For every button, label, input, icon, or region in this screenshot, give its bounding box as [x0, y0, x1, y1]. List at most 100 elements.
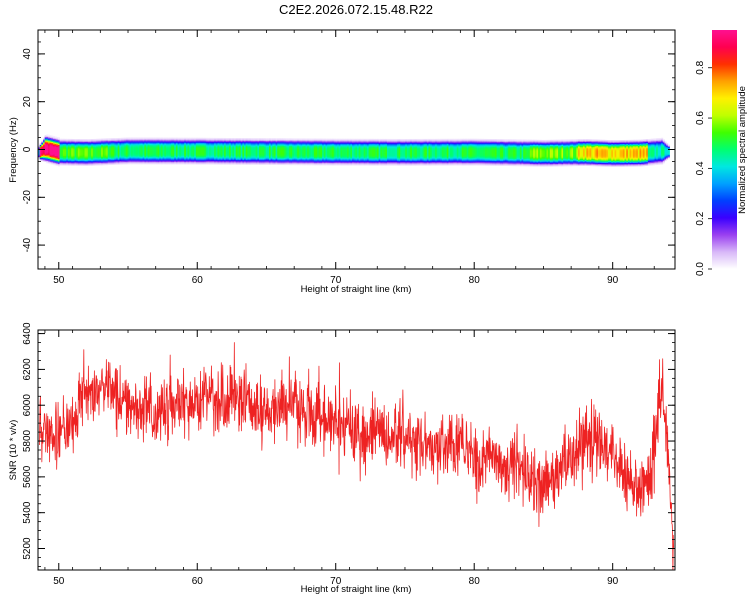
- heatmap-cell: [322, 139, 325, 142]
- heatmap-cell: [292, 158, 295, 161]
- heatmap-cell: [232, 152, 235, 154]
- heatmap-cell: [194, 143, 197, 146]
- heatmap-cell: [54, 149, 57, 152]
- heatmap-cell: [62, 160, 65, 162]
- heatmap-cell: [44, 152, 47, 154]
- heatmap-cell: [72, 148, 75, 151]
- heatmap-cell: [372, 141, 375, 143]
- heatmap-cell: [358, 142, 361, 144]
- heatmap-cell: [328, 143, 331, 146]
- heatmap-cell: [77, 147, 80, 150]
- heatmap-cell: [187, 148, 190, 151]
- heatmap-cell: [79, 155, 82, 158]
- heatmap-cell: [84, 160, 87, 163]
- heatmap-cell: [215, 143, 218, 146]
- heatmap-cell: [388, 155, 391, 158]
- heatmap-cell: [164, 154, 167, 156]
- heatmap-cell: [310, 156, 313, 159]
- heatmap-cell: [391, 138, 395, 141]
- heatmap-cell: [252, 139, 255, 141]
- heatmap-cell: [267, 151, 270, 154]
- heatmap-cell: [240, 157, 243, 159]
- heatmap-cell: [259, 156, 262, 158]
- heatmap-cell: [44, 141, 47, 143]
- heatmap-cell: [212, 152, 215, 154]
- heatmap-cell: [129, 155, 132, 158]
- heatmap-cell: [408, 162, 411, 165]
- heatmap-cell: [225, 163, 228, 165]
- heatmap-cell: [257, 153, 260, 156]
- heatmap-cell: [159, 162, 162, 165]
- heatmap-cell: [106, 145, 109, 148]
- heatmap-cell: [119, 141, 122, 144]
- heatmap-cell: [214, 140, 217, 142]
- heatmap-cell: [398, 148, 401, 151]
- heatmap-cell: [69, 162, 72, 165]
- heatmap-cell: [56, 136, 59, 139]
- heatmap-cell: [194, 140, 197, 142]
- heatmap-cell: [244, 139, 247, 141]
- heatmap-cell: [144, 137, 147, 140]
- heatmap-cell: [54, 163, 57, 166]
- heatmap-cell: [254, 163, 257, 165]
- heatmap-cell: [169, 138, 172, 141]
- heatmap-cell: [127, 139, 130, 142]
- heatmap-cell: [109, 158, 112, 161]
- heatmap-cell: [285, 150, 288, 152]
- heatmap-cell: [182, 162, 185, 165]
- heatmap-cell: [272, 159, 275, 162]
- heatmap-cell: [338, 138, 341, 141]
- heatmap-cell: [264, 147, 267, 150]
- heatmap-cell: [310, 140, 313, 143]
- heatmap-cell: [342, 138, 345, 141]
- heatmap-cell: [393, 152, 396, 154]
- heatmap-cell: [302, 150, 305, 153]
- heatmap-cell: [365, 151, 368, 154]
- heatmap-cell: [383, 148, 386, 151]
- heatmap-cell: [348, 148, 351, 150]
- heatmap-cell: [348, 150, 351, 153]
- heatmap-cell: [194, 149, 197, 152]
- heatmap-cell: [242, 158, 245, 161]
- heatmap-cell: [227, 157, 230, 159]
- heatmap-cell: [355, 142, 358, 144]
- heatmap-cell: [179, 149, 182, 152]
- heatmap-cell: [64, 148, 67, 150]
- heatmap-cell: [207, 153, 210, 155]
- heatmap-cell: [57, 162, 60, 165]
- heatmap-cell: [406, 140, 409, 142]
- heatmap-cell: [282, 163, 285, 166]
- heatmap-cell: [285, 162, 288, 164]
- heatmap-cell: [84, 145, 87, 147]
- heatmap-cell: [234, 148, 237, 151]
- heatmap-cell: [350, 145, 353, 148]
- heatmap-cell: [169, 150, 172, 153]
- heatmap-cell: [212, 141, 215, 144]
- heatmap-cell: [174, 153, 177, 155]
- heatmap-cell: [99, 160, 102, 162]
- heatmap-cell: [340, 151, 343, 154]
- heatmap-cell: [222, 141, 225, 144]
- heatmap-cell: [347, 144, 350, 147]
- heatmap-cell: [410, 140, 413, 142]
- heatmap-cell: [92, 149, 95, 152]
- heatmap-cell: [310, 157, 313, 160]
- heatmap-cell: [49, 141, 52, 143]
- heatmap-cell: [64, 149, 67, 152]
- heatmap-cell: [66, 150, 69, 153]
- heatmap-cell: [367, 148, 370, 150]
- heatmap-cell: [415, 155, 418, 158]
- heatmap-cell: [373, 147, 376, 149]
- heatmap-cell: [54, 144, 57, 147]
- heatmap-cell: [411, 164, 414, 166]
- heatmap-cell: [42, 150, 46, 153]
- heatmap-cell: [107, 141, 110, 144]
- heatmap-cell: [325, 155, 328, 157]
- heatmap-cell: [302, 162, 305, 164]
- heatmap-cell: [149, 156, 152, 159]
- heatmap-cell: [396, 153, 399, 155]
- heatmap-cell: [297, 140, 300, 143]
- heatmap-cell: [355, 144, 358, 147]
- heatmap-cell: [381, 150, 385, 153]
- heatmap-cell: [46, 153, 49, 156]
